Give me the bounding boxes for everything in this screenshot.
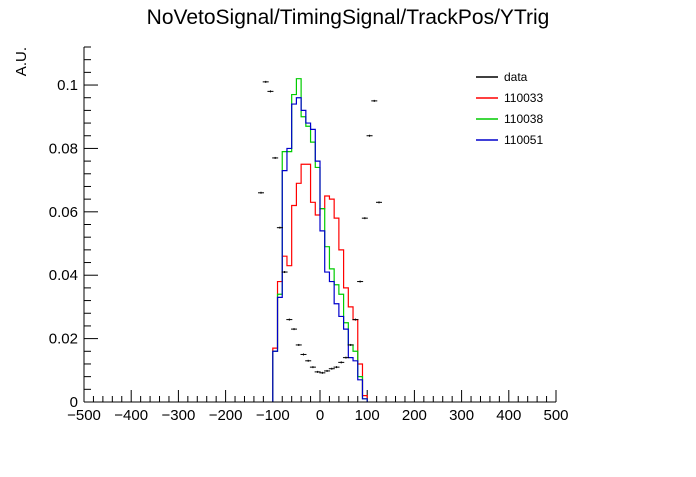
x-tick-label: 100 — [355, 407, 380, 424]
legend: data 110033 110038 110051 — [476, 70, 543, 147]
legend-label-110051: 110051 — [504, 133, 543, 147]
y-axis: 0 0.02 0.04 0.06 0.08 0.1 — [49, 46, 98, 411]
x-tick-label: 400 — [496, 407, 521, 424]
series-110038-line — [272, 78, 368, 402]
x-tick-label: −400 — [114, 407, 148, 424]
x-tick-label: 200 — [402, 407, 427, 424]
x-tick-label: 500 — [543, 407, 568, 424]
legend-label-data: data — [504, 70, 528, 84]
y-tick-label: 0.08 — [49, 140, 78, 157]
legend-label-110038: 110038 — [504, 112, 543, 126]
x-tick-label: −200 — [209, 407, 243, 424]
x-tick-label: 0 — [316, 407, 324, 424]
y-tick-label: 0.1 — [57, 77, 78, 94]
x-tick-label: −100 — [256, 407, 290, 424]
x-axis: −500 −400 −300 −200 −100 0 100 200 300 400 500 — [67, 390, 569, 424]
y-tick-label: 0 — [70, 394, 78, 411]
y-axis-label: A.U. — [13, 47, 30, 76]
chart-title: NoVetoSignal/TimingSignal/TrackPos/YTrig — [147, 6, 550, 29]
legend-label-110033: 110033 — [504, 91, 543, 105]
y-tick-label: 0.04 — [49, 267, 78, 284]
y-tick-label: 0.02 — [49, 331, 78, 348]
x-tick-label: 300 — [449, 407, 474, 424]
y-tick-label: 0.06 — [49, 204, 78, 221]
series-110051-line — [272, 97, 368, 402]
x-tick-label: −300 — [162, 407, 196, 424]
x-tick-label: −500 — [67, 407, 101, 424]
series-layer — [84, 78, 556, 403]
